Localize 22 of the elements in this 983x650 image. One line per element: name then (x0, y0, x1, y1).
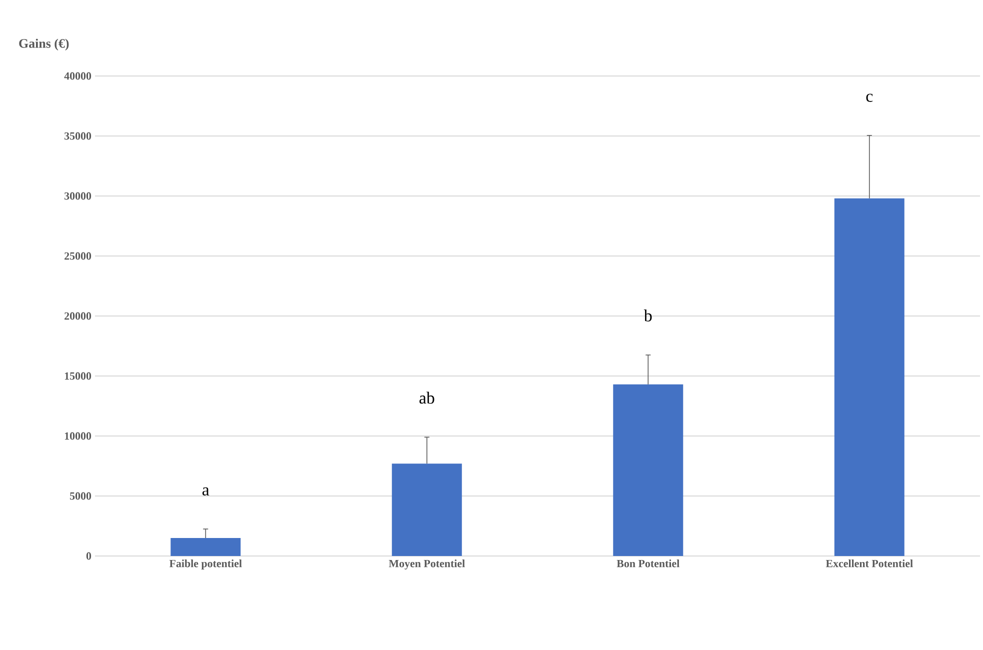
bar (392, 464, 462, 556)
annotation: a (202, 487, 210, 496)
bar (834, 198, 904, 556)
y-tick-label: 30000 (64, 192, 92, 200)
bar (613, 384, 684, 556)
y-tick-label: 0 (86, 552, 92, 560)
y-axis-title: Gains (€) (19, 38, 69, 50)
y-tick-label: 5000 (70, 492, 92, 500)
x-tick-label: Excellent Potentiel (826, 560, 913, 568)
y-tick-label: 35000 (64, 132, 92, 140)
x-tick-label: Moyen Potentiel (388, 560, 465, 570)
y-tick-label: 20000 (64, 312, 92, 320)
y-tick-label: 40000 (64, 72, 92, 80)
y-tick-label: 15000 (64, 372, 92, 380)
bar (170, 538, 241, 556)
annotation: c (866, 94, 873, 102)
annotation: b (644, 310, 652, 322)
x-tick-label: Bon Potentiel (616, 560, 680, 568)
y-tick-label: 10000 (64, 432, 92, 440)
x-tick-label: Faible potentiel (169, 560, 242, 570)
annotation: ab (419, 392, 434, 404)
y-tick-label: 25000 (64, 252, 92, 260)
